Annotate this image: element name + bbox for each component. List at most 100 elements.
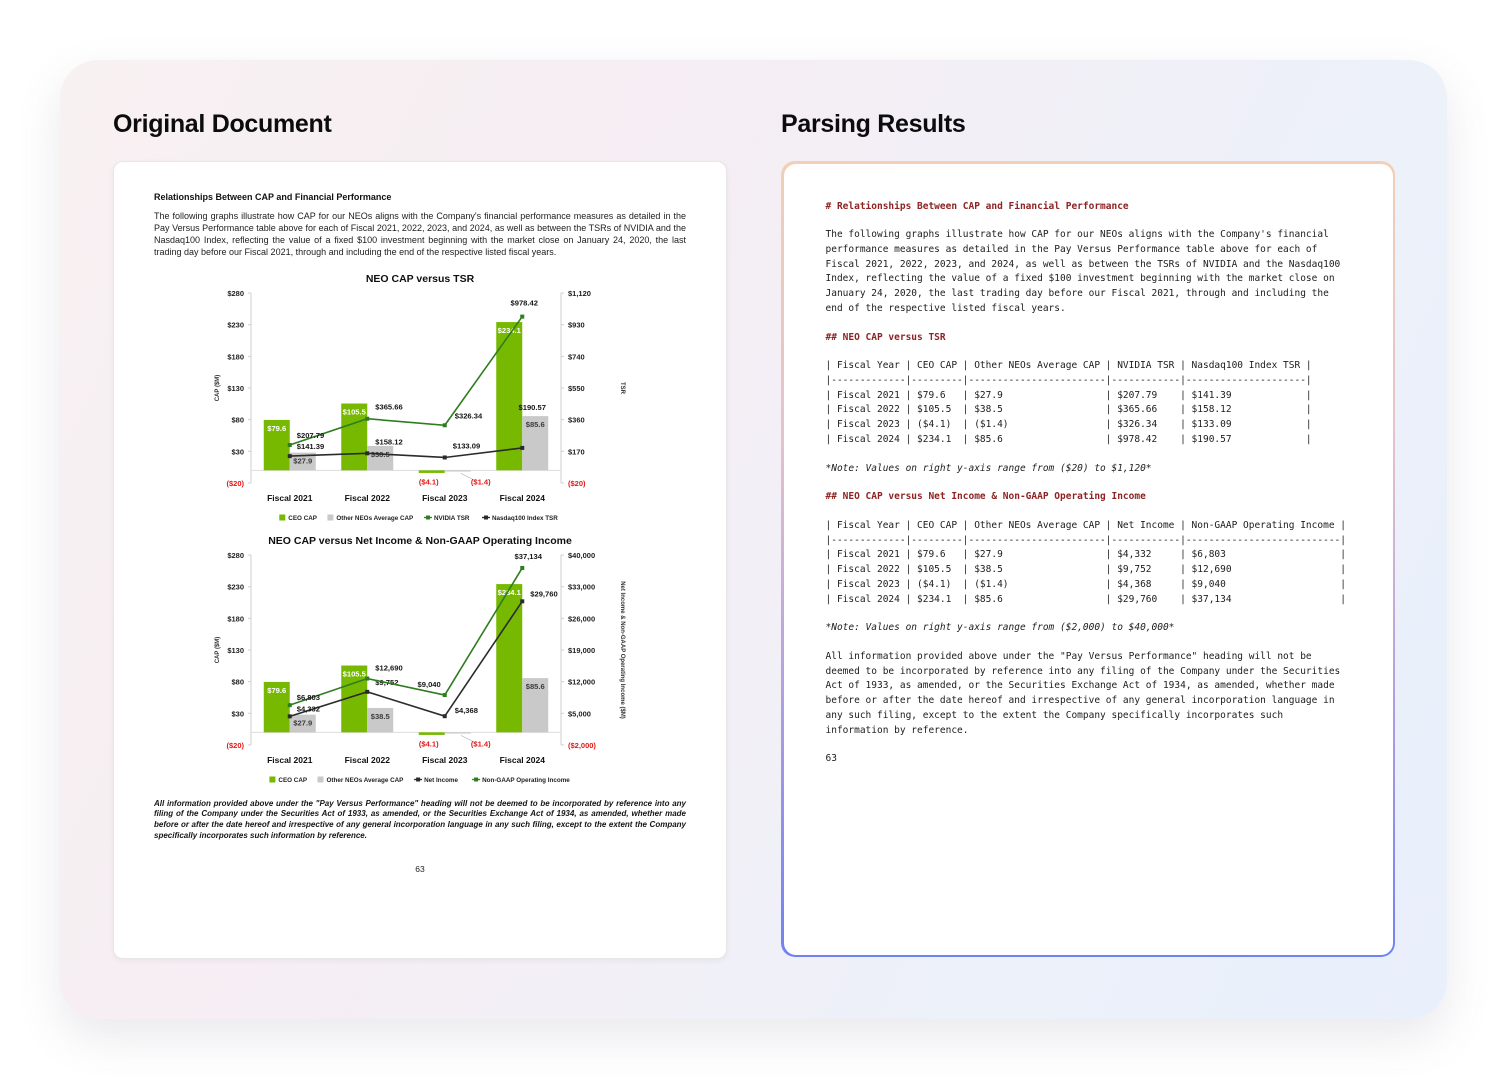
svg-text:$230: $230 <box>227 582 244 591</box>
svg-text:Fiscal 2023: Fiscal 2023 <box>422 755 468 765</box>
svg-text:$133.09: $133.09 <box>453 441 480 450</box>
original-document-column: Original Document Relationships Between … <box>113 108 727 971</box>
parsed-heading-main: # Relationships Between CAP and Financia… <box>825 200 1129 212</box>
svg-text:$130: $130 <box>227 384 244 393</box>
parsed-heading-net-income: ## NEO CAP versus Net Income & Non-GAAP … <box>825 491 1146 503</box>
svg-text:$360: $360 <box>568 415 585 424</box>
neo-cap-vs-net-income-chart: $280 $40,000 $230 $33,000 $180 $26,000 $130 $19… <box>215 551 625 784</box>
svg-text:Fiscal 2021: Fiscal 2021 <box>267 755 313 765</box>
svg-text:($4.1): ($4.1) <box>419 477 439 486</box>
svg-text:$37,134: $37,134 <box>515 552 543 561</box>
svg-text:$27.9: $27.9 <box>293 456 312 465</box>
document-page[interactable]: Relationships Between CAP and Financial … <box>113 161 727 959</box>
svg-text:CAP ($M): CAP ($M) <box>215 374 221 401</box>
svg-text:$740: $740 <box>568 352 585 361</box>
svg-text:($4.1): ($4.1) <box>419 739 439 748</box>
svg-text:($20): ($20) <box>226 479 244 488</box>
svg-text:$930: $930 <box>568 320 585 329</box>
svg-text:Nasdaq100 Index TSR: Nasdaq100 Index TSR <box>492 515 558 522</box>
svg-text:$141.39: $141.39 <box>297 442 324 451</box>
svg-text:$4,368: $4,368 <box>455 706 478 715</box>
svg-text:$29,760: $29,760 <box>530 589 557 598</box>
neo-cap-vs-tsr-chart: $280 $1,120 $230 $930 $180 $740 $130 $550 $80 $36… <box>215 289 625 522</box>
svg-text:$1,120: $1,120 <box>568 289 591 298</box>
svg-text:$105.5: $105.5 <box>343 669 367 678</box>
parsing-results-frame: # Relationships Between CAP and Financia… <box>781 161 1395 957</box>
parsed-outro-paragraph: All information provided above under the… <box>825 651 1341 736</box>
svg-text:$280: $280 <box>227 289 244 298</box>
chart-block-net-income: NEO CAP versus Net Income & Non-GAAP Ope… <box>154 535 686 789</box>
svg-text:($20): ($20) <box>226 741 244 750</box>
original-document-title: Original Document <box>113 110 332 138</box>
document-heading: Relationships Between CAP and Financial … <box>154 192 392 202</box>
svg-text:$978.42: $978.42 <box>511 298 538 307</box>
svg-text:$234.1: $234.1 <box>498 588 522 597</box>
svg-text:($1.4): ($1.4) <box>471 739 491 748</box>
svg-text:CEO CAP: CEO CAP <box>278 777 307 784</box>
svg-text:Other NEOs Average CAP: Other NEOs Average CAP <box>336 515 413 522</box>
svg-text:($2,000): ($2,000) <box>568 741 596 750</box>
svg-text:$26,000: $26,000 <box>568 614 595 623</box>
parsing-results-title: Parsing Results <box>781 110 966 138</box>
chart-title-net-income: NEO CAP versus Net Income & Non-GAAP Ope… <box>268 534 572 547</box>
svg-text:TSR: TSR <box>619 382 625 395</box>
svg-text:$33,000: $33,000 <box>568 582 595 591</box>
document-intro-paragraph: The following graphs illustrate how CAP … <box>154 211 686 258</box>
svg-text:Fiscal 2022: Fiscal 2022 <box>345 755 391 765</box>
svg-text:$280: $280 <box>227 551 244 560</box>
svg-text:($1.4): ($1.4) <box>471 477 491 486</box>
parsing-results-panel[interactable]: # Relationships Between CAP and Financia… <box>783 163 1393 955</box>
parsed-page-number: 63 <box>825 753 837 765</box>
svg-text:Other NEOs Average CAP: Other NEOs Average CAP <box>327 777 404 784</box>
svg-text:Non-GAAP Operating Income: Non-GAAP Operating Income <box>482 777 570 784</box>
svg-text:$4,332: $4,332 <box>297 704 320 713</box>
svg-text:$79.6: $79.6 <box>267 423 286 432</box>
svg-text:$190.57: $190.57 <box>519 402 546 411</box>
svg-text:$40,000: $40,000 <box>568 551 595 560</box>
parsed-intro-paragraph: The following graphs illustrate how CAP … <box>825 229 1341 314</box>
svg-text:($20): ($20) <box>568 479 586 488</box>
svg-text:$30: $30 <box>231 709 244 718</box>
svg-text:$207.79: $207.79 <box>297 431 324 440</box>
svg-text:$9,040: $9,040 <box>418 680 441 689</box>
parsed-note-tsr: *Note: Values on right y-axis range from… <box>825 462 1152 474</box>
svg-text:$79.6: $79.6 <box>267 685 286 694</box>
svg-text:$12,690: $12,690 <box>375 663 402 672</box>
svg-text:Fiscal 2022: Fiscal 2022 <box>345 493 391 503</box>
svg-text:Fiscal 2021: Fiscal 2021 <box>267 493 313 503</box>
chart-title-tsr: NEO CAP versus TSR <box>365 272 475 285</box>
parsed-note-net-income: *Note: Values on right y-axis range from… <box>825 622 1175 634</box>
svg-text:Net Income & Non-GAAP Operatin: Net Income & Non-GAAP Operating Income (… <box>619 581 625 719</box>
svg-text:$230: $230 <box>227 320 244 329</box>
document-footnote: All information provided above under the… <box>154 798 686 840</box>
svg-text:$365.66: $365.66 <box>375 402 402 411</box>
svg-text:$27.9: $27.9 <box>293 718 312 727</box>
svg-text:$130: $130 <box>227 646 244 655</box>
parsed-table-tsr: | Fiscal Year | CEO CAP | Other NEOs Ave… <box>825 360 1312 445</box>
svg-text:$158.12: $158.12 <box>375 437 402 446</box>
svg-text:$326.34: $326.34 <box>455 411 483 420</box>
svg-text:NVIDIA TSR: NVIDIA TSR <box>434 515 470 522</box>
svg-text:$234.1: $234.1 <box>498 326 522 335</box>
svg-text:Net Income: Net Income <box>424 777 458 784</box>
svg-text:$80: $80 <box>231 677 244 686</box>
svg-text:$85.6: $85.6 <box>526 682 545 691</box>
svg-text:Fiscal 2024: Fiscal 2024 <box>500 493 546 503</box>
svg-text:Fiscal 2024: Fiscal 2024 <box>500 755 546 765</box>
svg-text:$105.5: $105.5 <box>343 407 367 416</box>
svg-text:Fiscal 2023: Fiscal 2023 <box>422 493 468 503</box>
svg-text:CAP ($M): CAP ($M) <box>215 636 221 663</box>
main-card: Original Document Relationships Between … <box>60 60 1447 1019</box>
svg-text:$170: $170 <box>568 447 585 456</box>
svg-text:$30: $30 <box>231 447 244 456</box>
svg-text:$80: $80 <box>231 415 244 424</box>
chart-block-tsr: NEO CAP versus TSR $280 $1,120 $230 $930 $18… <box>154 273 686 527</box>
svg-text:$5,000: $5,000 <box>568 709 591 718</box>
svg-text:$180: $180 <box>227 352 244 361</box>
parsed-heading-tsr: ## NEO CAP versus TSR <box>825 331 946 343</box>
parsing-results-column: Parsing Results # Relationships Between … <box>781 108 1395 971</box>
svg-text:$12,000: $12,000 <box>568 677 595 686</box>
svg-text:$180: $180 <box>227 614 244 623</box>
svg-text:$6,803: $6,803 <box>297 693 320 702</box>
svg-text:$19,000: $19,000 <box>568 646 595 655</box>
